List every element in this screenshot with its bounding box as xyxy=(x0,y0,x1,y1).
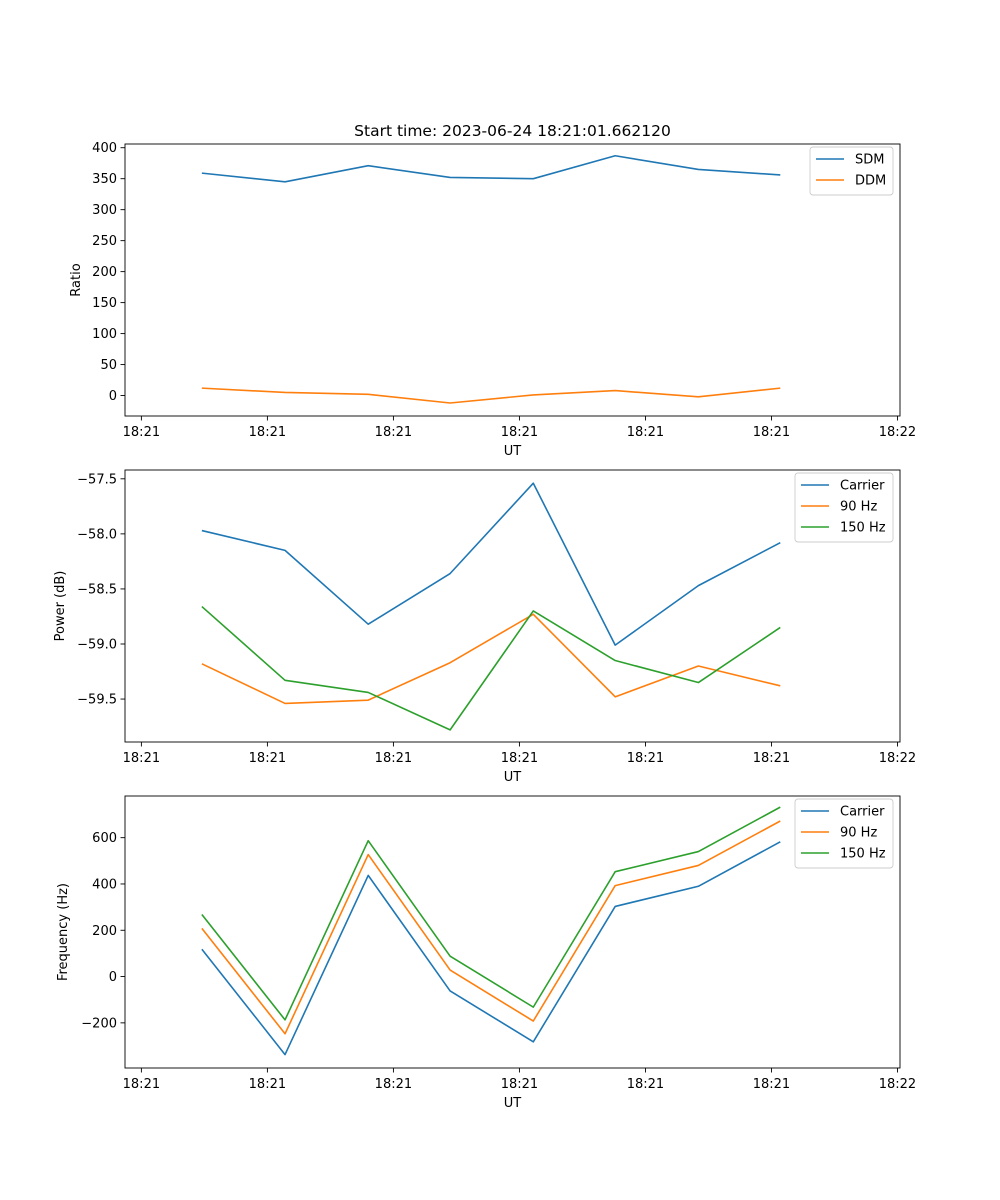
y-tick-label: 100 xyxy=(92,327,117,342)
chart-panel-3: 18:21 18:21 18:21 18:21 18:21 18:21 18:22 −200 0… xyxy=(56,795,916,1111)
x-tick-label: 18:21 xyxy=(753,751,790,766)
series-line-150-hz xyxy=(201,806,781,1021)
x-tick-label: 18:21 xyxy=(753,425,790,440)
legend: Carrier 90 Hz 150 Hz xyxy=(794,472,894,543)
y-tick-label: 300 xyxy=(92,203,117,218)
x-tick-label: 18:21 xyxy=(375,425,412,440)
x-tick-label: 18:21 xyxy=(501,1077,538,1092)
x-tick-label: 18:21 xyxy=(375,1077,412,1092)
legend-label: Carrier xyxy=(840,479,885,494)
legend-label: DDM xyxy=(855,174,886,189)
y-tick-label: −59.0 xyxy=(77,637,117,652)
chart-panel-1: 18:21 18:21 18:21 18:21 18:21 18:21 18:22 0 50 10… xyxy=(69,141,916,459)
series-line-carrier xyxy=(201,482,781,646)
legend-box xyxy=(794,798,894,869)
x-axis-label: UT xyxy=(504,770,522,785)
legend: SDM DDM xyxy=(809,146,894,196)
y-tick-label: −58.0 xyxy=(77,527,117,542)
legend-label: 150 Hz xyxy=(840,847,886,862)
series-line-carrier xyxy=(201,841,781,1056)
x-axis-label: UT xyxy=(504,1096,522,1111)
series-line-90-hz xyxy=(201,613,781,705)
legend: Carrier 90 Hz 150 Hz xyxy=(794,798,894,869)
legend-label: 90 Hz xyxy=(840,500,877,515)
x-axis-label: UT xyxy=(504,444,522,459)
y-tick-label: 0 xyxy=(109,389,117,404)
x-tick-label: 18:21 xyxy=(123,1077,160,1092)
x-tick-label: 18:21 xyxy=(249,1077,286,1092)
x-tick-label: 18:21 xyxy=(627,751,664,766)
y-axis-label: Frequency (Hz) xyxy=(56,883,71,981)
y-tick-label: 150 xyxy=(92,296,117,311)
y-tick-label: −200 xyxy=(81,1016,117,1031)
y-tick-label: 250 xyxy=(92,234,117,249)
legend-label: 150 Hz xyxy=(840,521,886,536)
series-line-150-hz xyxy=(201,605,781,731)
y-tick-label: 400 xyxy=(92,141,117,156)
x-tick-label: 18:21 xyxy=(501,425,538,440)
x-tick-label: 18:22 xyxy=(879,1077,916,1092)
x-tick-label: 18:21 xyxy=(627,1077,664,1092)
series-line-sdm xyxy=(201,154,781,183)
legend-box xyxy=(794,472,894,543)
series-line-ddm xyxy=(201,387,781,404)
x-tick-label: 18:21 xyxy=(249,425,286,440)
y-axis-label: Power (dB) xyxy=(53,571,68,642)
y-tick-label: 50 xyxy=(100,358,117,373)
x-tick-label: 18:21 xyxy=(123,425,160,440)
x-tick-label: 18:22 xyxy=(879,751,916,766)
y-tick-label: 350 xyxy=(92,172,117,187)
y-tick-label: −57.5 xyxy=(77,472,117,487)
x-tick-label: 18:21 xyxy=(627,425,664,440)
plot-frame xyxy=(124,143,901,417)
chart-panel-2: 18:21 18:21 18:21 18:21 18:21 18:21 18:22 −59.5… xyxy=(53,469,916,785)
y-tick-label: 200 xyxy=(92,265,117,280)
x-tick-label: 18:21 xyxy=(123,751,160,766)
y-tick-label: 400 xyxy=(92,877,117,892)
legend-label: 90 Hz xyxy=(840,826,877,841)
y-tick-label: 200 xyxy=(92,924,117,939)
x-tick-label: 18:21 xyxy=(249,751,286,766)
y-tick-label: 0 xyxy=(109,970,117,985)
x-tick-label: 18:21 xyxy=(375,751,412,766)
y-tick-label: −58.5 xyxy=(77,582,117,597)
y-axis-label: Ratio xyxy=(69,263,84,296)
x-tick-label: 18:22 xyxy=(879,425,916,440)
legend-label: Carrier xyxy=(840,805,885,820)
chart-title: Start time: 2023-06-24 18:21:01.662120 xyxy=(354,122,671,140)
x-tick-label: 18:21 xyxy=(501,751,538,766)
plot-frame xyxy=(124,469,901,743)
legend-label: SDM xyxy=(855,153,884,168)
series-line-90-hz xyxy=(201,820,781,1035)
y-tick-label: 600 xyxy=(92,831,117,846)
plot-frame xyxy=(124,795,901,1069)
x-tick-label: 18:21 xyxy=(753,1077,790,1092)
y-tick-label: −59.5 xyxy=(77,693,117,708)
